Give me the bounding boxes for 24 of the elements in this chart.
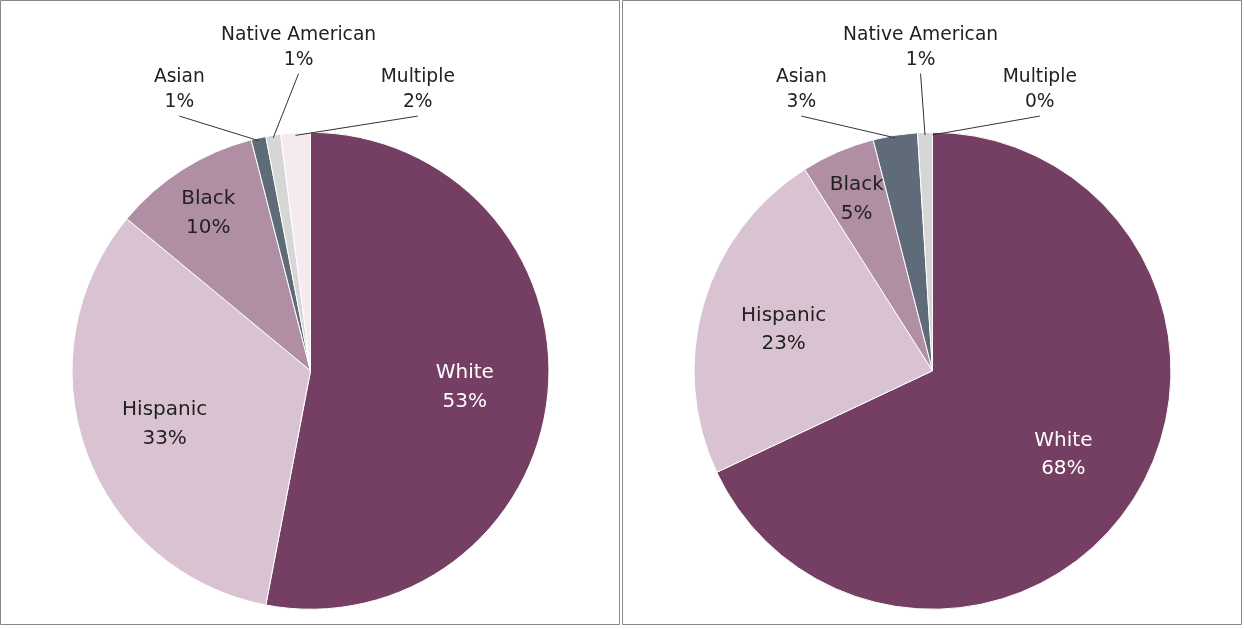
data-label: 53% [442, 387, 488, 412]
data-label: 23% [761, 330, 806, 355]
slice-label: Hispanic [122, 396, 208, 421]
slice-label: White [435, 358, 494, 383]
slice-label: Hispanic [741, 301, 827, 326]
slice-label: Black [829, 171, 885, 196]
data-label: 3% [786, 90, 817, 112]
slice-label: Multiple [380, 65, 455, 87]
data-label: 5% [840, 200, 873, 225]
data-label: 1% [905, 47, 936, 69]
data-label: 2% [403, 90, 433, 112]
slice-label: Native American [843, 22, 999, 44]
slice-label: Native American [221, 22, 377, 44]
text: 0% [1025, 90, 1055, 112]
slice-label: White [1034, 426, 1093, 451]
data-label: 1% [283, 47, 314, 69]
slice-label: Asian [153, 65, 205, 87]
slice-label: Black [181, 185, 236, 210]
data-label: 68% [1041, 455, 1086, 480]
category-label: Multiple [1002, 65, 1077, 87]
data-label: 1% [164, 90, 195, 112]
data-label: 10% [186, 213, 231, 238]
slice-label: Asian [775, 65, 827, 87]
data-label: 33% [142, 425, 187, 450]
